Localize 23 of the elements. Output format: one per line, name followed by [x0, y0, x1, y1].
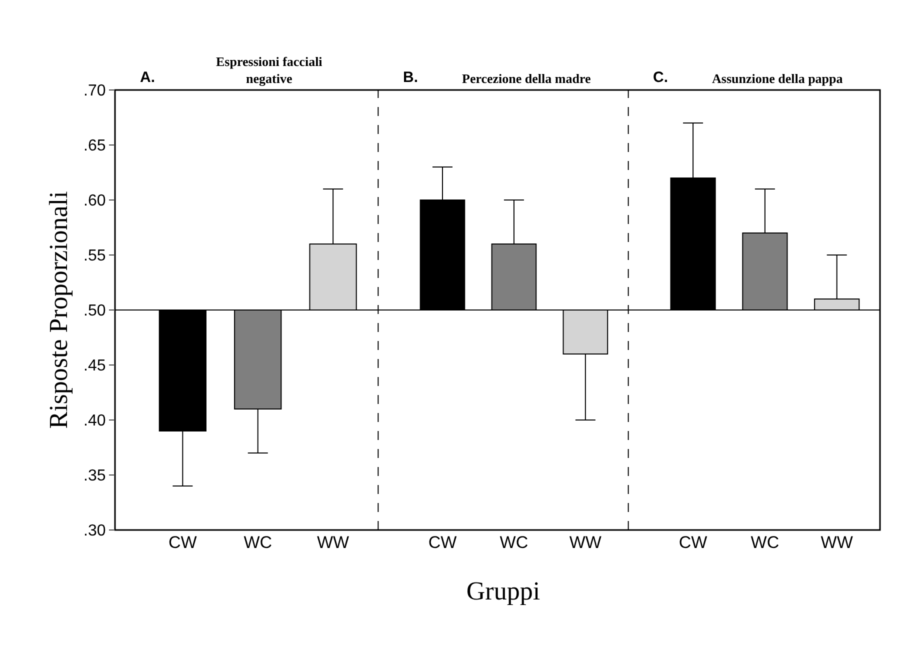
y-tick-label: .35 — [84, 468, 106, 485]
x-tick-label: CW — [428, 533, 457, 552]
chart-title: C. Assunzione della pappa — [653, 69, 843, 86]
y-axis-title: Risposte Proporzionali — [44, 191, 73, 429]
y-tick-label: .55 — [84, 248, 106, 265]
x-tick-label: WW — [317, 533, 350, 552]
y-tick-label: .60 — [84, 192, 106, 210]
x-tick-label: CW — [678, 533, 708, 552]
x-tick-label: WC — [750, 533, 780, 552]
y-tick-label: .40 — [84, 412, 106, 430]
x-tick-label: WC — [244, 533, 272, 552]
y-tick-label: .45 — [84, 358, 106, 375]
chart-title: B. Percezione della madre — [403, 69, 591, 86]
x-axis-title: Gruppi — [466, 576, 540, 606]
x-tick-label: CW — [168, 533, 197, 552]
x-tick-label: WW — [569, 533, 602, 552]
x-tick-label: WC — [500, 533, 528, 552]
y-tick-label: .70 — [84, 82, 106, 100]
y-tick-label: .65 — [84, 138, 106, 155]
chart-title: A. Espressioni facciali negative — [140, 54, 322, 86]
x-tick-label: WW — [820, 533, 853, 552]
y-tick-label: .50 — [84, 302, 106, 320]
y-tick-label: .30 — [84, 522, 106, 540]
